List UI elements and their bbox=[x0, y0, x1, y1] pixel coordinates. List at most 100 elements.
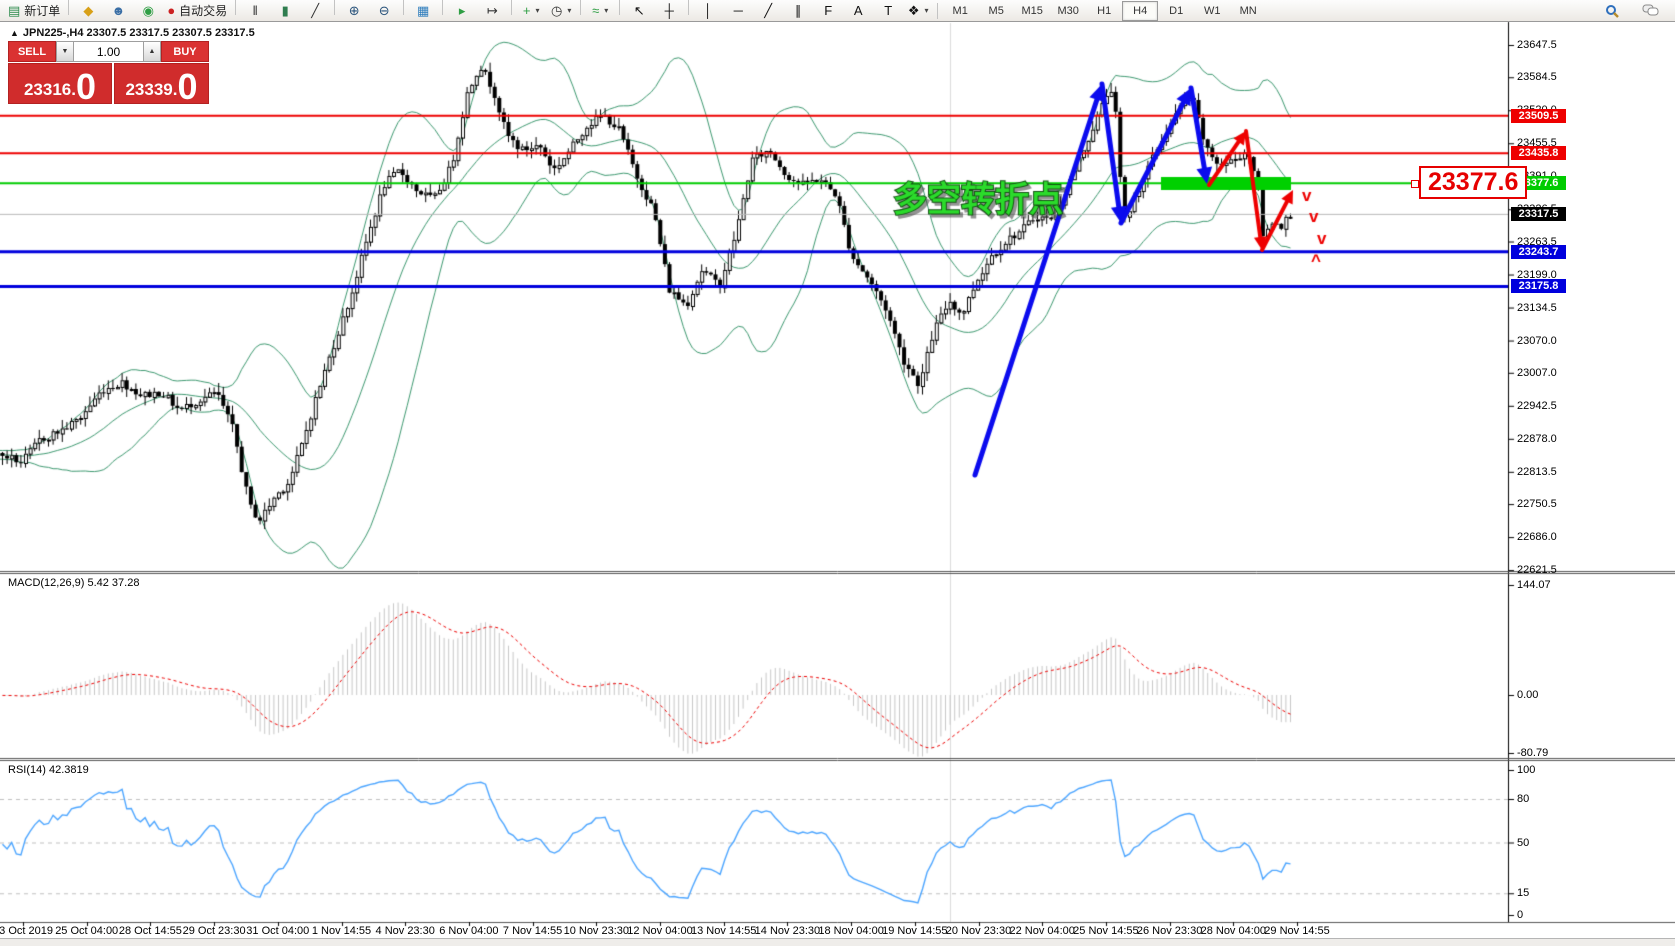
crosshair-button[interactable]: ┼ bbox=[654, 0, 684, 22]
text-button[interactable]: A bbox=[843, 0, 873, 22]
line-chart-button[interactable]: ╱ bbox=[300, 0, 330, 22]
price-tick-label: 22686.0 bbox=[1517, 531, 1557, 544]
time-tick-label: 10 Nov 23:30 bbox=[563, 925, 630, 937]
sell-price: 23316 bbox=[23, 80, 72, 99]
candlestick-chart-icon: ▮ bbox=[281, 3, 289, 19]
time-tick-label: 12 Nov 04:00 bbox=[627, 925, 693, 937]
zoom-out-button[interactable]: ⊖ bbox=[369, 0, 399, 22]
volume-input[interactable] bbox=[74, 41, 143, 62]
timeframe-h4-button[interactable]: H4 bbox=[1122, 0, 1159, 21]
channel-button[interactable]: ∥ bbox=[783, 0, 813, 22]
volume-decrease-button[interactable]: ▼ bbox=[56, 41, 74, 62]
indicators-icon: + bbox=[522, 3, 531, 19]
zoom-out-icon: ⊖ bbox=[378, 3, 390, 19]
symbol-info[interactable]: ▲ JPN225-,H4 23307.5 23317.5 23307.5 2331… bbox=[10, 27, 255, 39]
line-chart-icon: ╱ bbox=[311, 3, 320, 19]
tile-windows-icon: ▦ bbox=[417, 3, 430, 19]
timeframe-m5-button[interactable]: M5 bbox=[988, 4, 1004, 17]
chart-template-button[interactable]: ≈ ▾ bbox=[585, 0, 615, 22]
time-tick-label: 29 Nov 14:55 bbox=[1264, 925, 1330, 937]
sell-button[interactable]: SELL bbox=[8, 41, 56, 62]
timeframe-m1-button[interactable]: M1 bbox=[952, 4, 968, 17]
signal-icon: ◉ bbox=[142, 3, 154, 19]
rsi-tick-label: 50 bbox=[1517, 836, 1530, 849]
text-label-icon: T bbox=[884, 3, 893, 19]
time-tick-label: 20 Nov 23:30 bbox=[945, 925, 1012, 937]
rsi-label: RSI(14) 42.3819 bbox=[8, 764, 89, 776]
buy-button[interactable]: BUY bbox=[161, 41, 209, 62]
price-tag[interactable]: 23377.6 bbox=[1419, 166, 1528, 199]
periods-icon: ◷ bbox=[551, 3, 563, 19]
buy-price-big-digit: 0 bbox=[177, 66, 198, 108]
profile-button[interactable]: ☻ bbox=[103, 0, 133, 22]
autotrade-label: 自动交易 bbox=[179, 4, 228, 19]
autotrade-icon: ● bbox=[167, 3, 176, 19]
timeframe-mn-button[interactable]: MN bbox=[1239, 4, 1257, 17]
time-tick-label: 6 Nov 04:00 bbox=[439, 925, 499, 937]
signal-button[interactable]: ◉ bbox=[133, 0, 163, 22]
price-tag-handle[interactable] bbox=[1411, 180, 1419, 188]
candlestick-chart-button[interactable]: ▮ bbox=[270, 0, 300, 22]
timeframe-w1-button[interactable]: W1 bbox=[1203, 4, 1221, 17]
timeframe-d1-button[interactable]: D1 bbox=[1169, 4, 1184, 17]
zoom-in-icon: ⊕ bbox=[348, 3, 360, 19]
price-tick-label: 22878.0 bbox=[1517, 432, 1557, 445]
chevron-down-icon: ▾ bbox=[535, 6, 540, 16]
time-tick-label: 25 Oct 04:00 bbox=[55, 925, 119, 937]
zoom-in-button[interactable]: ⊕ bbox=[339, 0, 369, 22]
tile-windows-button[interactable]: ▦ bbox=[408, 0, 438, 22]
volume-increase-button[interactable]: ▲ bbox=[143, 41, 161, 62]
hline-price-label[interactable]: 23509.5 bbox=[1511, 108, 1566, 123]
timeframe-m30-button[interactable]: M30 bbox=[1057, 4, 1079, 17]
horizontal-line-button[interactable]: ─ bbox=[723, 0, 753, 22]
price-tick-label: 23455.5 bbox=[1517, 137, 1557, 150]
chat-button[interactable] bbox=[1635, 0, 1665, 22]
timeframe-h1-button[interactable]: H1 bbox=[1097, 4, 1112, 17]
price-tick-label: 22813.5 bbox=[1517, 465, 1557, 478]
toolbar-separator bbox=[511, 0, 513, 16]
trendline-button[interactable]: ╱ bbox=[753, 0, 783, 22]
toolbar-buttons: ▤ 新订单 ◆ ☻ ◉ ● 自动交易 ‖ ▮ ╱ ⊕ ⊖ ▦ ▸ ↦ + ▾ ◷ ▾ ≈ ▾ ↖ ┼ │ ─ ╱ ∥ F A T ❖ ▾ bbox=[4, 0, 933, 22]
price-tick-label: 23134.5 bbox=[1517, 301, 1557, 314]
periods-button[interactable]: ◷ ▾ bbox=[546, 0, 576, 22]
rsi-tick-label: 100 bbox=[1517, 764, 1536, 776]
fibonacci-button[interactable]: F bbox=[813, 0, 843, 22]
symbol-ohlc-text: JPN225-,H4 23307.5 23317.5 23307.5 23317… bbox=[22, 27, 255, 39]
bar-chart-button[interactable]: ‖ bbox=[240, 0, 270, 22]
macd-tick-label: 0.00 bbox=[1517, 689, 1539, 701]
search-button[interactable] bbox=[1597, 0, 1627, 22]
shapes-button[interactable]: ❖ ▾ bbox=[903, 0, 933, 22]
price-tick-label: 22942.5 bbox=[1517, 399, 1557, 412]
rsi-tick-label: 80 bbox=[1517, 793, 1530, 805]
chevron-down-icon: ▾ bbox=[567, 6, 572, 16]
new-order-icon: ▤ bbox=[8, 3, 21, 19]
vertical-line-icon: │ bbox=[704, 3, 713, 19]
eraser-button[interactable]: ◆ bbox=[73, 0, 103, 22]
hline-price-label[interactable]: 23243.7 bbox=[1511, 244, 1566, 259]
cursor-button[interactable]: ↖ bbox=[624, 0, 654, 22]
autotrade-button[interactable]: ● 自动交易 bbox=[163, 0, 231, 22]
new-order-button[interactable]: ▤ 新订单 bbox=[4, 0, 64, 22]
indicators-button[interactable]: + ▾ bbox=[516, 0, 546, 22]
buy-price-dot: . bbox=[172, 80, 178, 99]
hline-price-label[interactable]: 23435.8 bbox=[1511, 146, 1566, 161]
new-order-label: 新订单 bbox=[24, 4, 61, 19]
text-label-button[interactable]: T bbox=[873, 0, 903, 22]
toolbar-separator bbox=[403, 0, 405, 16]
timeframe-m15-button[interactable]: M15 bbox=[1021, 4, 1043, 17]
price-tick-label: 23263.5 bbox=[1517, 235, 1557, 248]
toolbar-separator bbox=[580, 0, 582, 16]
auto-scroll-button[interactable]: ▸ bbox=[447, 0, 477, 22]
time-tick-label: 7 Nov 14:55 bbox=[502, 925, 563, 937]
eraser-icon: ◆ bbox=[83, 3, 94, 19]
vertical-line-button[interactable]: │ bbox=[693, 0, 723, 22]
chart-shift-button[interactable]: ↦ bbox=[477, 0, 507, 22]
time-tick-label: 26 Nov 23:30 bbox=[1136, 925, 1203, 937]
hline-price-label[interactable]: 23175.8 bbox=[1511, 279, 1566, 294]
sell-price-button[interactable]: 23316. 0 bbox=[8, 63, 112, 105]
cursor-icon: ↖ bbox=[633, 3, 645, 19]
price-tick-label: 23007.0 bbox=[1517, 366, 1557, 379]
buy-price-button[interactable]: 23339. 0 bbox=[114, 63, 209, 108]
